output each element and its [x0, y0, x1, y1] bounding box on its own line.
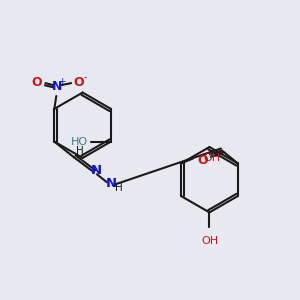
Text: O: O	[31, 76, 42, 88]
Text: O: O	[198, 154, 208, 167]
Text: OH: OH	[201, 236, 218, 246]
Text: N: N	[106, 177, 117, 190]
Text: H: H	[115, 183, 123, 193]
Text: N: N	[52, 80, 62, 93]
Text: -: -	[83, 72, 87, 82]
Text: HO: HO	[71, 136, 88, 147]
Text: N: N	[90, 164, 101, 177]
Text: O: O	[74, 76, 84, 88]
Text: +: +	[58, 76, 66, 85]
Text: OH: OH	[203, 153, 220, 164]
Text: H: H	[76, 146, 84, 157]
